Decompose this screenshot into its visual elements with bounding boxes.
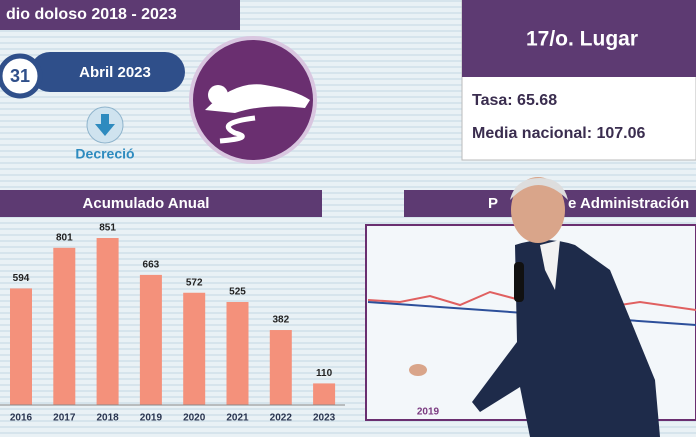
value-label: 572 [186,277,203,288]
trend: Decreció [75,146,134,162]
bar [53,247,76,405]
value-label: 851 [99,223,116,234]
x-tick-label: 2021 [226,413,249,424]
hair [510,178,568,200]
x-tick-label: 2022 [270,413,293,424]
day-circle [0,53,43,99]
bar [10,288,32,405]
bar [139,274,162,405]
national-rate: Media nacional: 107.06 [472,125,646,142]
year-label: 2019 [417,407,440,418]
hand [409,364,427,376]
right-title-right: e Administración [568,195,689,212]
value-label: 594 [13,273,30,284]
x-tick-label: 2017 [53,413,76,424]
ranking-header [462,0,696,77]
x-tick-label: 2020 [183,413,206,424]
arrow [95,114,115,136]
x-tick-label: 2023 [313,413,336,424]
chart-title: Acumulado Anual [83,195,210,212]
x-tick-label: 2016 [10,413,33,424]
month: Abril 2023 [79,64,151,81]
value-label: 110 [316,368,333,379]
rate: Tasa: 65.68 [472,92,557,109]
x-tick-label: 2019 [140,413,163,424]
bar [313,383,336,405]
microphone [514,262,524,302]
title-banner [0,0,240,30]
x-tick-label: 2018 [96,413,119,424]
value-label: 801 [56,232,73,243]
body-shape [205,84,310,113]
bar [226,301,249,405]
bar-chart: 594 2016 801 2017 851 2018 663 2019 572 2020 525 20… [0,223,345,424]
bar [183,292,206,405]
speaker-head [511,177,565,243]
value-label: 663 [143,260,160,271]
right-title-left: P [488,195,498,212]
shirt [540,240,560,290]
day: 31 [10,66,30,86]
blood-shape [219,115,256,144]
bar [269,330,292,405]
chart-banner [0,190,322,217]
head-shape [208,85,228,105]
value-label: 525 [229,287,246,298]
bar [96,238,119,405]
title: dio doloso 2018 - 2023 [6,6,177,23]
value-label: 382 [272,315,289,326]
place: 17/o. Lugar [526,28,638,51]
date-pill [30,52,185,92]
